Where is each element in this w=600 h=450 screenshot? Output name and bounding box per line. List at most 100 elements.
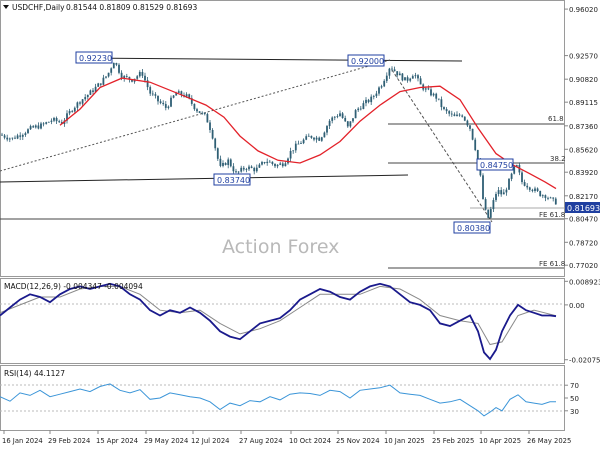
- candle-body: [71, 111, 74, 112]
- candle-body: [502, 192, 505, 195]
- candle-body: [50, 120, 53, 122]
- candle-body: [484, 199, 487, 210]
- candle-body: [214, 138, 217, 149]
- date-tick-label: 27 Aug 2024: [239, 437, 283, 445]
- fe-61-8-upper-label: FE 61.8: [539, 211, 565, 219]
- candle-body: [380, 86, 383, 88]
- candle-body: [370, 96, 373, 103]
- candle-body: [131, 79, 133, 82]
- candle-body: [500, 190, 503, 195]
- candle-body: [510, 173, 513, 179]
- candle-body: [37, 125, 40, 129]
- price-tick-label: 0.92570: [569, 53, 598, 61]
- rsi-line: [0, 383, 556, 417]
- annotation-0-83740: 0.83740: [213, 173, 251, 186]
- candle-body: [201, 112, 204, 114]
- candle-body: [79, 102, 81, 104]
- candle-body: [515, 165, 518, 167]
- candle-body: [279, 163, 282, 165]
- rsi-title: RSI(14) 44.1127: [4, 369, 65, 378]
- candle-body: [450, 113, 453, 115]
- analysis-lines: [0, 57, 564, 269]
- candle-body: [341, 113, 344, 118]
- candle-body: [323, 132, 326, 138]
- candle-body: [248, 166, 250, 170]
- candle-body: [315, 137, 318, 140]
- date-tick-label: 16 Jan 2024: [2, 437, 43, 445]
- candle-body: [401, 73, 404, 81]
- date-tick-label: 25 Nov 2024: [336, 437, 380, 445]
- price-annotations: 0.92230 0.92000 0.83740 0.84750 0.80380: [75, 51, 514, 234]
- candle-body: [68, 111, 71, 114]
- candle-body: [372, 96, 375, 97]
- date-tick-label: 29 Feb 2024: [48, 437, 90, 445]
- candle-body: [469, 125, 471, 129]
- candle-body: [268, 161, 271, 163]
- upper-channel-line: [75, 57, 463, 62]
- date-axis: 16 Jan 2024 29 Feb 2024 15 Apr 2024 29 May …: [2, 430, 571, 445]
- candle-body: [508, 178, 510, 190]
- candle-body: [240, 167, 243, 172]
- candle-body: [188, 94, 191, 99]
- candle-body: [3, 135, 6, 138]
- candle-body: [151, 93, 154, 95]
- candle-body: [318, 137, 321, 141]
- candle-body: [11, 137, 14, 139]
- date-tick-label: 12 Jul 2024: [191, 437, 229, 445]
- price-tick-label: 0.89115: [569, 99, 598, 107]
- decline-dashed-line: [391, 69, 493, 223]
- macd-tick-label: 0.00: [569, 302, 585, 310]
- candle-body: [427, 88, 430, 90]
- candle-body: [448, 111, 451, 114]
- candle-body: [307, 135, 310, 137]
- candle-body: [8, 138, 11, 140]
- candle-body: [305, 136, 308, 140]
- candle-body: [411, 76, 414, 79]
- candle-body: [437, 98, 440, 100]
- price-tick-label: 0.96020: [569, 6, 598, 14]
- candle-body: [175, 92, 178, 96]
- candle-body: [198, 111, 201, 113]
- candle-body: [222, 162, 224, 166]
- candle-body: [310, 135, 313, 138]
- candle-body: [211, 129, 214, 139]
- candle-body: [534, 188, 536, 191]
- fe-61-8-lower-label: FE 61.8: [539, 260, 565, 268]
- candle-body: [492, 200, 495, 210]
- candle-body: [388, 68, 391, 76]
- rsi-tick-label: 70: [570, 382, 579, 390]
- panel-frames: [0, 0, 565, 431]
- candle-body: [66, 113, 68, 121]
- candle-body: [84, 97, 87, 100]
- candle-body: [76, 102, 79, 108]
- candle-body: [159, 101, 162, 103]
- price-panel-frame: [0, 0, 565, 277]
- candle-body: [346, 121, 349, 127]
- watermark: Action Forex: [222, 236, 339, 258]
- candle-body: [302, 139, 305, 144]
- candle-body: [32, 126, 35, 128]
- lower-channel-line: [0, 174, 409, 183]
- candle-body: [170, 97, 172, 107]
- collapse-triangle-icon[interactable]: [3, 5, 9, 9]
- candle-body: [432, 93, 435, 96]
- candle-body: [149, 87, 152, 94]
- candle-body: [227, 159, 230, 165]
- candle-body: [216, 148, 219, 159]
- candle-body: [328, 120, 331, 127]
- candle-body: [261, 162, 263, 165]
- candle-body: [424, 88, 427, 90]
- candle-body: [219, 158, 222, 166]
- candle-body: [352, 118, 354, 122]
- moving-average-line: [59, 77, 557, 190]
- date-tick-label: 26 May 2025: [527, 437, 571, 445]
- candle-body: [362, 103, 365, 110]
- candle-body: [258, 164, 261, 168]
- candle-body: [471, 128, 474, 140]
- candle-body: [263, 162, 266, 164]
- candle-body: [154, 94, 157, 96]
- candle-body: [294, 143, 297, 151]
- price-axis: 0.96020 0.92570 0.90820 0.89115 0.87360 0.856…: [564, 6, 598, 270]
- candle-body: [430, 89, 432, 96]
